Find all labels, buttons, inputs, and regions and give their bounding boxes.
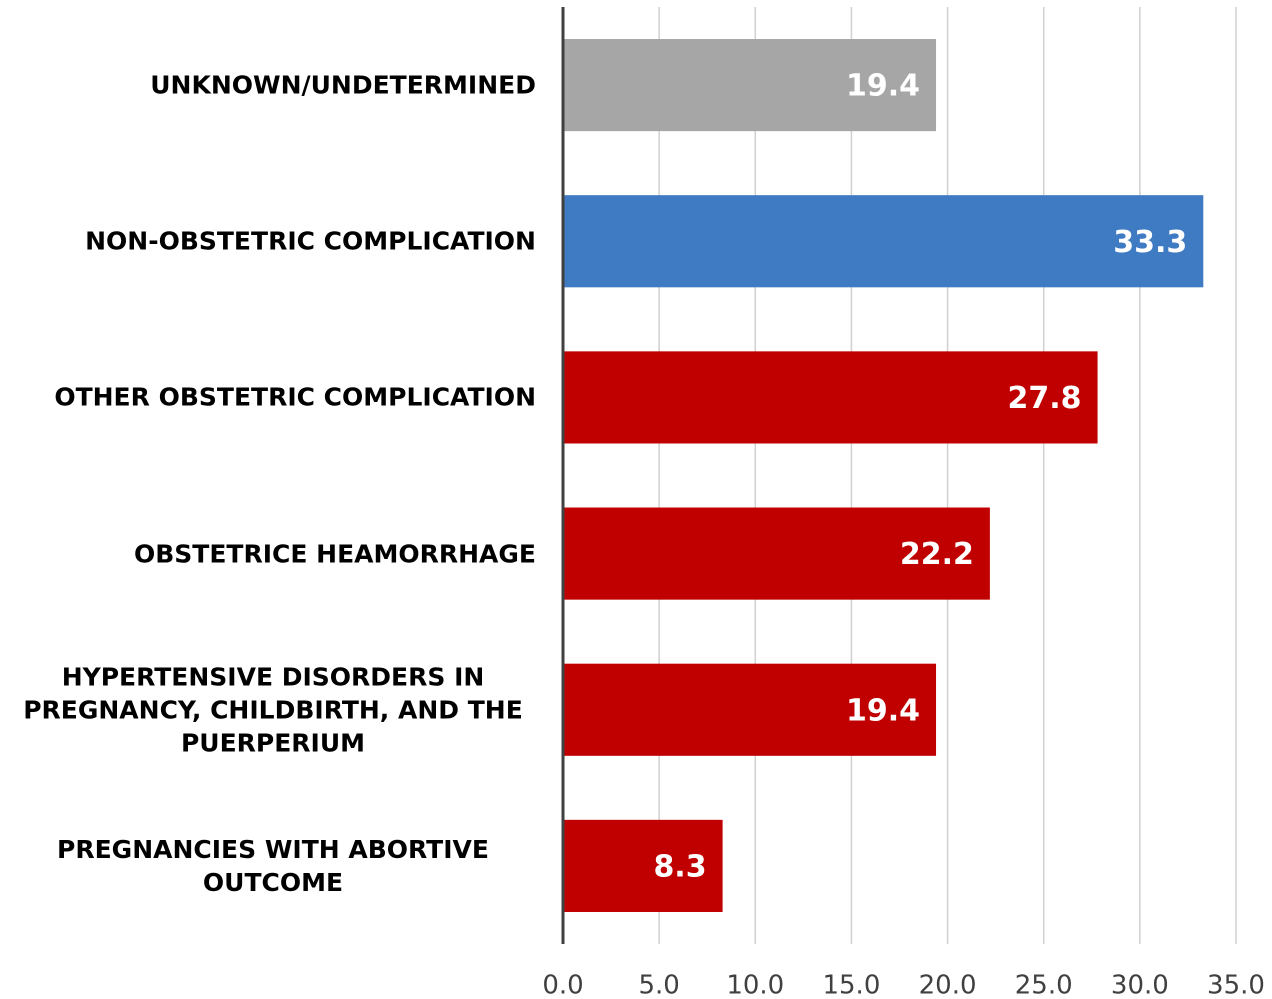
y-tick-label: NON-OBSTETRIC COMPLICATION xyxy=(85,226,536,256)
x-tick-label: 15.0 xyxy=(822,971,880,999)
data-label: 33.3 xyxy=(1113,225,1187,260)
y-tick-label: OTHER OBSTETRIC COMPLICATION xyxy=(54,382,536,412)
y-tick-label: HYPERTENSIVE DISORDERS IN PREGNANCY, CHI… xyxy=(23,662,523,758)
x-tick-label: 10.0 xyxy=(726,971,784,999)
x-tick-label: 25.0 xyxy=(1015,971,1073,999)
data-label: 27.8 xyxy=(1008,381,1082,416)
bar xyxy=(563,39,937,132)
data-label: 22.2 xyxy=(900,537,974,572)
y-tick-label-box: PREGNANCIES WITH ABORTIVE OUTCOME xyxy=(10,833,536,899)
bar xyxy=(563,195,1204,288)
y-tick-label: PREGNANCIES WITH ABORTIVE OUTCOME xyxy=(57,834,489,897)
x-tick-label: 5.0 xyxy=(638,971,679,999)
y-tick-label-box: HYPERTENSIVE DISORDERS IN PREGNANCY, CHI… xyxy=(10,660,536,759)
bar xyxy=(563,663,937,756)
bar xyxy=(563,351,1098,444)
y-tick-label: OBSTETRICE HEAMORRHAGE xyxy=(133,539,536,569)
bar xyxy=(563,819,723,912)
bar xyxy=(563,507,990,600)
data-label: 19.4 xyxy=(846,69,920,104)
x-tick-label: 35.0 xyxy=(1207,971,1265,999)
y-tick-label: UNKNOWN/UNDETERMINED xyxy=(150,70,536,100)
x-tick-label: 0.0 xyxy=(542,971,583,999)
x-tick-label: 20.0 xyxy=(919,971,977,999)
x-tick-label: 30.0 xyxy=(1111,971,1169,999)
y-tick-label-box: OTHER OBSTETRIC COMPLICATION xyxy=(10,381,536,414)
y-tick-label-box: OBSTETRICE HEAMORRHAGE xyxy=(10,537,536,570)
y-tick-label-box: UNKNOWN/UNDETERMINED xyxy=(10,69,536,102)
y-tick-label-box: NON-OBSTETRIC COMPLICATION xyxy=(10,225,536,258)
data-label: 8.3 xyxy=(653,849,706,884)
data-label: 19.4 xyxy=(846,693,920,728)
